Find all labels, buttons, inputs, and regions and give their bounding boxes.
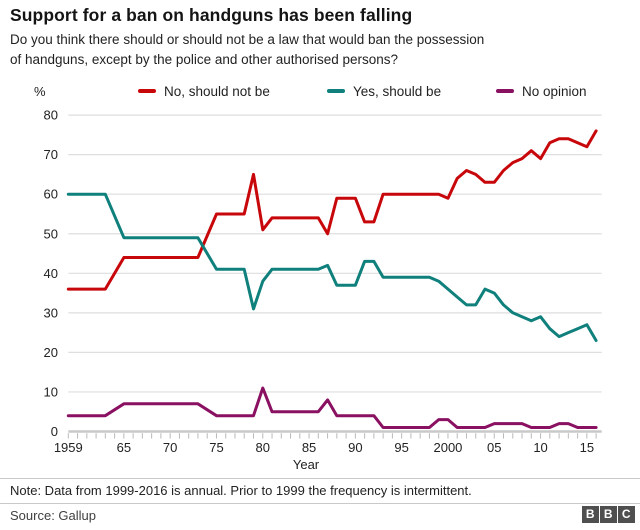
x-axis-title: Year [293,457,320,472]
legend-item-no-opinion: No opinion [496,83,587,99]
legend-swatch-purple-icon [496,89,514,93]
x-tick-label: 95 [394,440,408,455]
x-tick-label: 75 [209,440,223,455]
series-line-no-should-not-be [66,129,598,291]
x-tick-label: 05 [487,440,501,455]
x-tick-label: 10 [533,440,547,455]
legend-label: No, should not be [164,83,270,99]
x-tick-label: 65 [117,440,131,455]
x-tick-label: 1959 [54,440,83,455]
legend-item-no-should-not-be: No, should not be [138,83,270,99]
y-tick-label: 0 [51,424,58,439]
divider-line [0,478,640,479]
y-tick-label: 80 [44,108,58,123]
series-line-yes-should-be [66,192,598,342]
source-credit: Source: Gallup [10,508,96,523]
legend-swatch-teal-icon [327,89,345,93]
y-tick-label: 50 [44,226,58,241]
line-chart: 0 10 20 30 40 50 60 70 80 1959 65 70 75 80 85 90 95 2000 0… [44,108,602,472]
legend-swatch-red-icon [138,89,156,93]
x-tick-label: 15 [580,440,594,455]
page-title: Support for a ban on handguns has been f… [10,5,413,25]
x-tick-label: 80 [256,440,270,455]
y-tick-label: 70 [44,147,58,162]
divider-line [0,503,640,504]
chart-subtitle: Do you think there should or should not … [10,30,630,69]
y-tick-label: 60 [44,187,58,202]
chart-note: Note: Data from 1999-2016 is annual. Pri… [10,483,472,498]
bbc-logo-letter-box: B [582,506,599,523]
subtitle-line-2: of handguns, except by the police and ot… [10,51,399,67]
bbc-logo-letter-box: C [618,506,635,523]
x-tick-label: 2000 [433,440,462,455]
y-tick-label: 20 [44,345,58,360]
legend-label: Yes, should be [353,83,442,99]
chart-legend: No, should not be Yes, should be No opin… [0,83,640,99]
series-line-no-opinion [66,386,598,429]
legend-item-yes-should-be: Yes, should be [327,83,441,99]
subtitle-line-1: Do you think there should or should not … [10,32,485,47]
x-tick-label: 70 [163,440,177,455]
y-tick-label: 30 [44,305,58,320]
y-tick-label: 10 [44,384,58,399]
x-tick-label: 90 [348,440,362,455]
y-axis-unit-label: % [34,84,46,99]
bbc-logo: B B C [582,506,635,523]
x-tick-label: 85 [302,440,316,455]
legend-label: No opinion [522,83,587,99]
y-tick-label: 40 [44,266,58,281]
bbc-logo-letter-box: B [600,506,617,523]
